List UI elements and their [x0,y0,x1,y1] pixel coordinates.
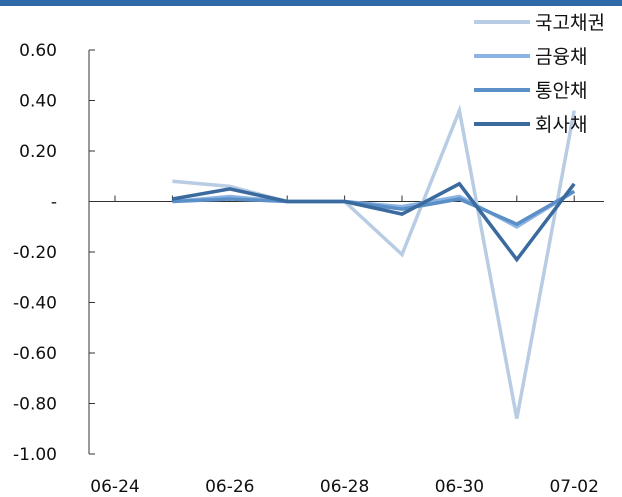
legend-label: 금융채 [535,46,587,68]
legend-label: 통안채 [535,80,587,102]
x-tick-label: 06-30 [435,477,484,497]
legend-label: 국고채권 [535,12,605,34]
axes: 0.60 0.40 0.20 - -0.20 -0.40 -0.60 -0.80 -1.00 06… [13,41,604,497]
series-line-4 [172,181,576,263]
y-tick-label: -0.60 [13,344,57,364]
y-tick-label: -1.00 [13,445,57,465]
series-lines [172,104,576,419]
y-tick-label: 0.20 [19,142,57,162]
y-tick-label: 0.60 [19,41,57,61]
x-tick-label: 06-26 [205,477,254,497]
series-line-3 [172,189,576,227]
y-tick-label: -0.40 [13,294,57,314]
x-tick-label: 06-24 [90,477,139,497]
y-tick-label: -0.20 [13,243,57,263]
y-tick-label: -0.80 [13,395,57,415]
x-tick-label: 06-28 [320,477,369,497]
legend-label: 회사채 [535,114,587,136]
x-tick-label: 07-02 [549,477,598,497]
series-line-1 [172,104,576,419]
top-accent-bar [0,0,622,6]
y-tick-label: - [51,193,57,213]
y-tick-label: 0.40 [19,92,57,112]
